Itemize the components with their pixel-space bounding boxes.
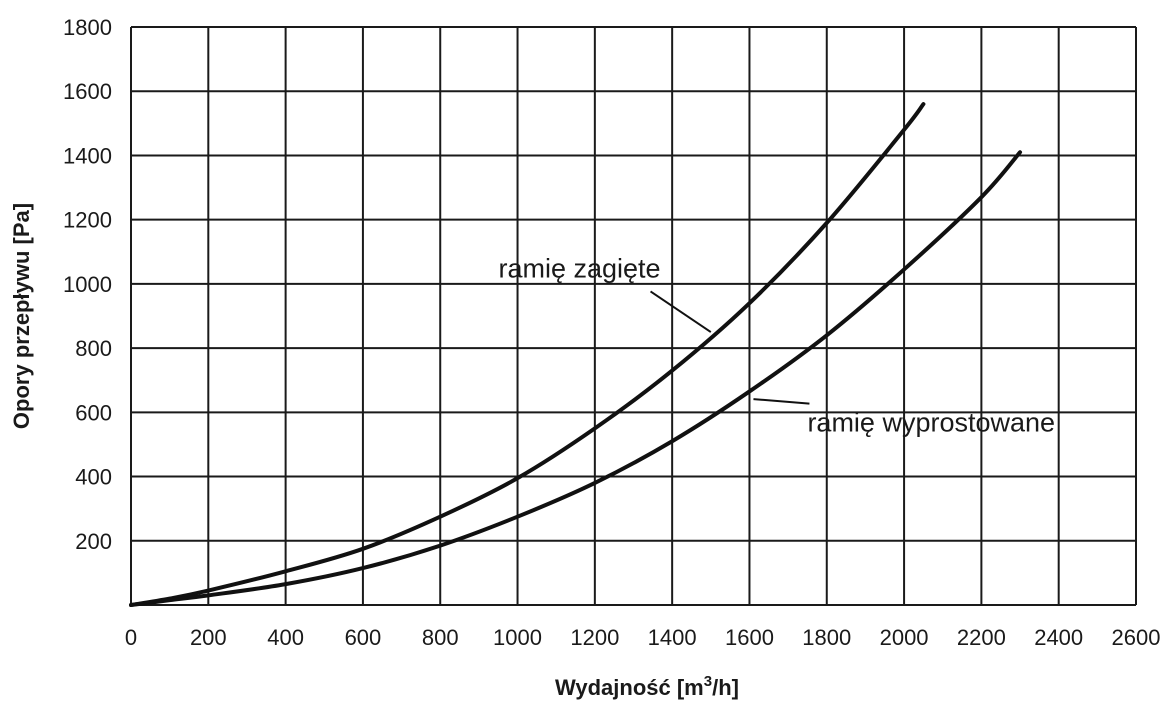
x-tick-label: 1600: [725, 625, 774, 650]
x-tick-label: 200: [190, 625, 227, 650]
x-tick-label: 2200: [957, 625, 1006, 650]
annotation-leader: [649, 290, 712, 333]
y-tick-label: 1600: [63, 79, 112, 104]
y-tick-label: 600: [75, 400, 112, 425]
annotations: ramię zagięte ramię wyprostowane: [498, 253, 1055, 437]
x-axis-title: Wydajność [m3/h]: [555, 673, 739, 700]
x-tick-labels: 0 200 400 600 800 1000 1200 1400 1600 1800 2000 220…: [125, 625, 1161, 650]
x-axis-title-suffix: /h]: [712, 675, 739, 700]
x-tick-label: 1800: [802, 625, 851, 650]
x-tick-label: 1000: [493, 625, 542, 650]
annotation-leader: [753, 398, 810, 405]
y-tick-label: 1800: [63, 15, 112, 40]
y-tick-label: 800: [75, 336, 112, 361]
x-axis-title-superscript: 3: [704, 673, 712, 690]
y-tick-label: 1400: [63, 143, 112, 168]
x-tick-label: 800: [422, 625, 459, 650]
annotation-label: ramię wyprostowane: [807, 408, 1055, 438]
y-tick-label: 1000: [63, 272, 112, 297]
series-line-0: [129, 102, 926, 607]
x-tick-label: 2000: [880, 625, 929, 650]
series-line-1: [129, 150, 1023, 607]
grid: [130, 26, 1137, 606]
x-tick-label: 1400: [648, 625, 697, 650]
x-tick-label: 2600: [1112, 625, 1161, 650]
x-tick-label: 400: [267, 625, 304, 650]
x-tick-label: 2400: [1034, 625, 1083, 650]
y-tick-labels: 200 400 600 800 1000 1200 1400 1600 1800: [63, 15, 112, 554]
x-tick-label: 1200: [570, 625, 619, 650]
x-tick-label: 0: [125, 625, 137, 650]
y-tick-label: 1200: [63, 208, 112, 233]
y-tick-label: 400: [75, 465, 112, 490]
y-tick-label: 200: [75, 529, 112, 554]
x-tick-label: 600: [345, 625, 382, 650]
y-axis-title: Opory przepływu [Pa]: [9, 203, 34, 429]
annotation-label: ramię zagięte: [498, 253, 660, 283]
series-lines: [129, 102, 1023, 607]
